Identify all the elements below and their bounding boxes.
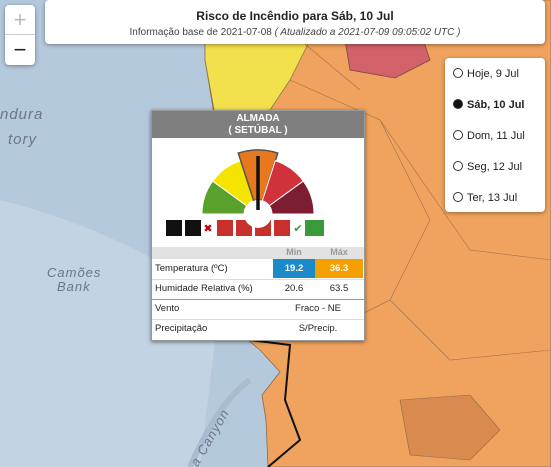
date-label: Ter, 13 Jul [467, 192, 518, 204]
subtitle: Informação base de 2021-07-08 ( Atualiza… [45, 27, 545, 38]
radio [453, 192, 463, 202]
risk-gauge: ✖ ✔ [166, 149, 324, 236]
popup-header: ALMADA ( SETÚBAL ) [152, 111, 364, 138]
date-option[interactable]: Hoje, 9 Jul [453, 66, 519, 82]
zoom-out[interactable]: − [13, 37, 27, 62]
row-divider [152, 279, 364, 280]
date-option[interactable]: Dom, 11 Jul [453, 128, 525, 144]
row-label: Humidade Relativa (%) [155, 283, 253, 294]
row-label: Precipitação [155, 323, 208, 334]
date-selector: Hoje, 9 Jul Sáb, 10 Jul Dom, 11 Jul Seg, 12… [445, 58, 545, 212]
min-value: 19.2 [273, 259, 315, 278]
date-label: Hoje, 9 Jul [467, 68, 519, 80]
max-value: 36.3 [315, 259, 363, 278]
svg-text:✖: ✖ [203, 223, 212, 235]
radio [453, 161, 463, 171]
row-label: Temperatura (ºC) [155, 263, 228, 274]
date-label: Seg, 12 Jul [467, 161, 523, 173]
date-option[interactable]: Seg, 12 Jul [453, 159, 522, 175]
row-divider [152, 299, 364, 300]
map-label: ndura [0, 106, 44, 123]
value: S/Precip. [298, 323, 338, 334]
title: Risco de Incêndio para Sáb, 10 Jul [196, 9, 394, 23]
value: Fraco - NE [295, 303, 341, 314]
row-label: Vento [155, 303, 180, 314]
updated-info: ( Atualizado a 2021-07-09 09:05:02 UTC ) [274, 27, 461, 38]
radio [453, 130, 463, 140]
map-label: Bank [57, 279, 91, 294]
radio [453, 99, 463, 109]
zoom-control: + − [5, 5, 35, 65]
base-info: Informação base de 2021-07-08 [129, 27, 272, 38]
gauge-hub [244, 200, 272, 228]
map-label: Camões [47, 265, 102, 280]
district: ( SETÚBAL ) [228, 125, 288, 136]
svg-text:✔: ✔ [293, 223, 302, 235]
municipality: ALMADA [236, 113, 280, 124]
date-option[interactable]: Sáb, 10 Jul [453, 97, 524, 113]
map-label: tory [8, 131, 38, 148]
popup: ALMADA ( SETÚBAL ) ✖ ✔ Min Máx Temperatu… [151, 110, 365, 341]
zoom-in[interactable]: + [5, 5, 35, 35]
min-value: 20.6 [284, 283, 304, 294]
max-value: 63.5 [329, 283, 349, 294]
max-header: Máx [330, 247, 348, 257]
min-header: Min [286, 247, 302, 257]
row-divider [152, 319, 364, 320]
date-label: Sáb, 10 Jul [467, 99, 525, 111]
date-label: Dom, 11 Jul [467, 130, 525, 142]
radio [453, 68, 463, 78]
table-header [152, 247, 364, 259]
header: Risco de Incêndio para Sáb, 10 Jul Infor… [45, 0, 545, 44]
date-option[interactable]: Ter, 13 Jul [453, 190, 517, 206]
icons: ✖ ✔ [166, 220, 324, 236]
